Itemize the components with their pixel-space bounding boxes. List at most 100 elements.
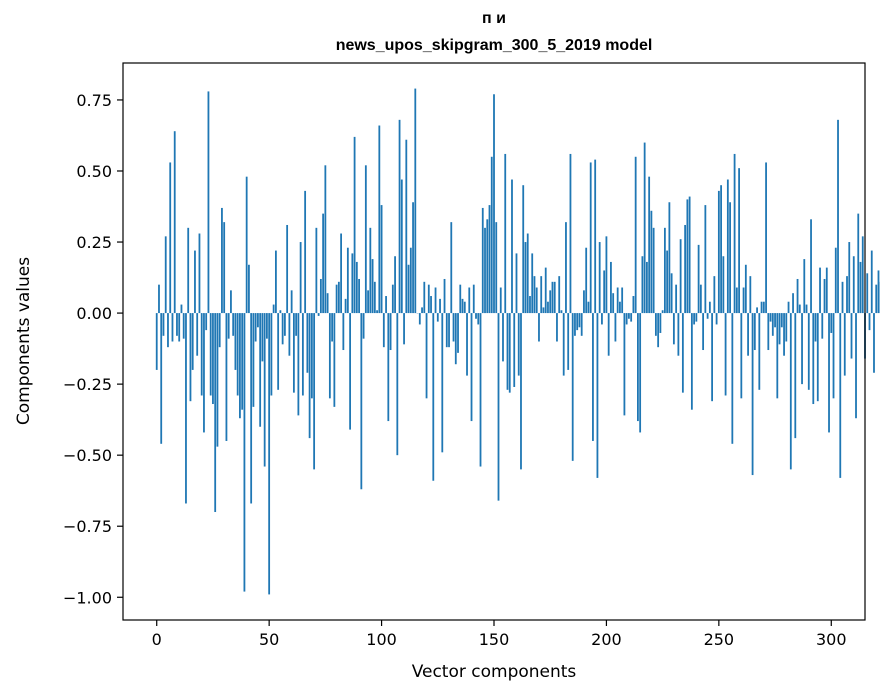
bar (679, 239, 682, 314)
x-axis: 0 50 100 150 200 250 300 (152, 620, 847, 649)
bar (257, 313, 259, 328)
bar (405, 139, 408, 314)
bar (396, 313, 399, 456)
bar (171, 313, 174, 342)
bar (376, 310, 378, 314)
bar (697, 244, 700, 314)
bar (848, 242, 851, 314)
bar (495, 222, 498, 314)
bar (753, 313, 756, 351)
bar (342, 313, 345, 351)
bar (628, 313, 630, 319)
bar (270, 313, 273, 396)
bar (227, 313, 230, 339)
bar (441, 313, 444, 453)
bar (598, 242, 601, 314)
bar (630, 313, 633, 322)
bar (702, 313, 705, 351)
bar (250, 313, 253, 504)
bar (164, 236, 167, 314)
bar (371, 259, 374, 314)
bar (517, 313, 520, 376)
bar (717, 190, 720, 314)
bar (445, 313, 448, 348)
bar (875, 284, 878, 314)
x-axis-label: Vector components (412, 662, 577, 682)
bar (616, 287, 619, 314)
bar (661, 310, 664, 314)
bar (187, 227, 190, 314)
bar (261, 313, 264, 362)
bar (477, 313, 480, 325)
bar (540, 276, 543, 314)
bar (430, 296, 432, 314)
bar (304, 190, 307, 314)
bar (596, 313, 599, 478)
bar (852, 256, 855, 314)
bar (574, 313, 576, 336)
y-tick-label: −0.25 (63, 375, 112, 394)
bar (726, 179, 729, 314)
bar (466, 313, 468, 376)
bar (333, 313, 336, 407)
bar (805, 304, 808, 314)
bar (643, 142, 646, 314)
bar (230, 290, 232, 314)
bar (873, 313, 875, 373)
bar (603, 270, 606, 314)
bar (583, 290, 585, 314)
bar (562, 313, 565, 376)
bar (427, 284, 430, 314)
bar (191, 313, 194, 370)
bar (814, 313, 817, 342)
bar (780, 313, 783, 328)
bar (522, 185, 525, 314)
bar (493, 94, 495, 314)
y-axis: 0.75 0.50 0.25 0.00 −0.25 −0.50 −0.75 −1.00 (63, 91, 123, 607)
bar (490, 156, 493, 314)
bar (196, 313, 199, 356)
bar (275, 250, 277, 314)
bar (484, 227, 486, 314)
bar (787, 301, 790, 314)
bar (180, 304, 183, 314)
y-tick-label: 0.75 (76, 91, 112, 110)
bar (785, 313, 788, 342)
x-tick-label: 250 (704, 630, 735, 649)
bar (241, 313, 244, 410)
bar (436, 313, 439, 322)
bar (576, 313, 579, 331)
bar (637, 313, 639, 422)
bar (623, 313, 626, 416)
x-tick-label: 300 (816, 630, 847, 649)
bar (796, 278, 799, 314)
bar (594, 159, 597, 314)
bar (610, 261, 612, 314)
bar (556, 313, 558, 342)
bar (162, 313, 165, 336)
bar (720, 185, 722, 314)
bar (358, 278, 360, 314)
bar (812, 313, 815, 405)
bar (178, 313, 181, 342)
bar (335, 284, 338, 314)
bar (526, 233, 529, 314)
bar (263, 313, 266, 467)
bar (670, 273, 673, 314)
bar (580, 313, 583, 336)
bar (744, 264, 747, 314)
bar (571, 313, 574, 461)
bar (549, 290, 552, 314)
bar (569, 153, 572, 314)
bar (423, 281, 426, 314)
bar (259, 313, 262, 427)
bar (654, 313, 657, 336)
bar (850, 313, 853, 359)
bar (292, 313, 295, 393)
bar (740, 313, 743, 399)
bar (807, 313, 810, 390)
bar (470, 313, 473, 422)
bar (194, 250, 196, 314)
bar (776, 313, 779, 399)
bar (648, 176, 651, 314)
